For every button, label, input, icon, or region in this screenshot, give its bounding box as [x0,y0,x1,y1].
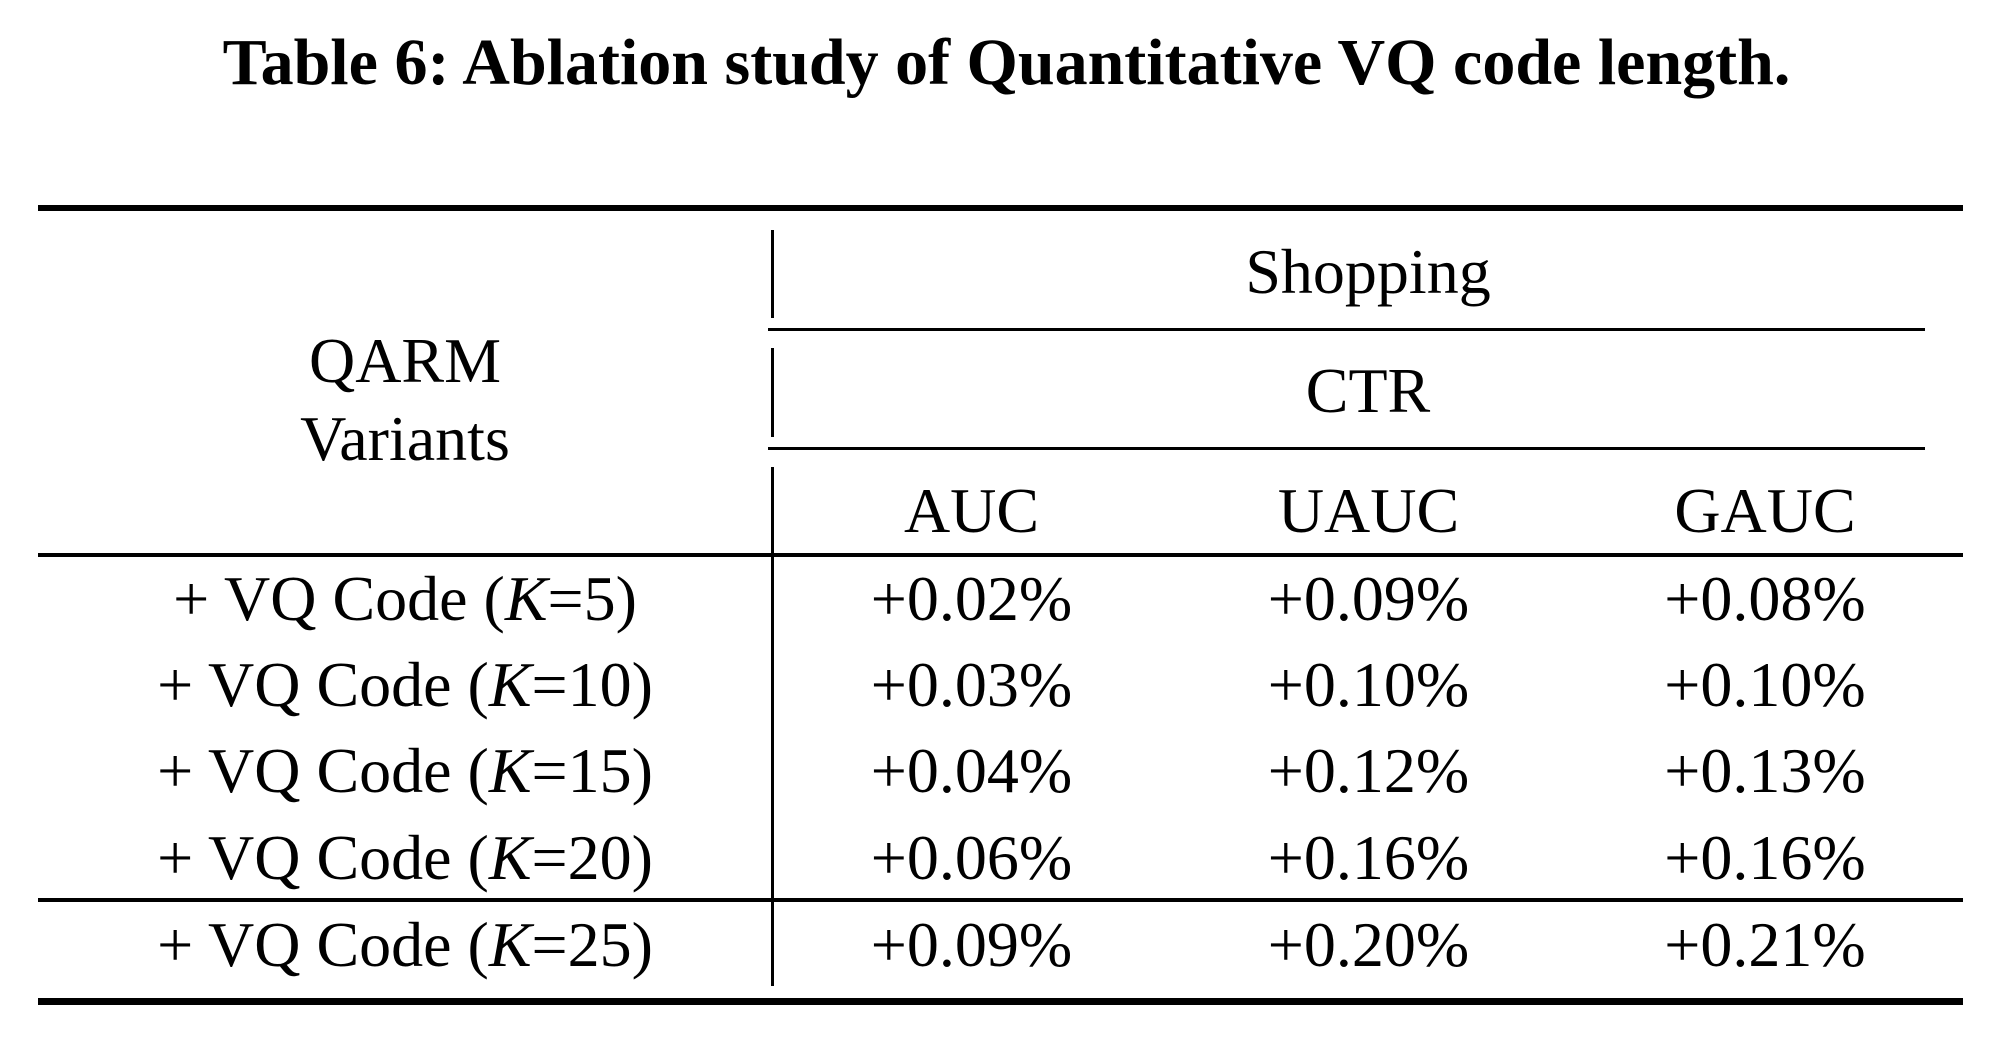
group-header-shopping: Shopping [1245,236,1491,307]
cell-gauc: +0.10% [1664,649,1866,720]
row-label: + VQ Code (K=20) [38,815,772,901]
row-label-k: K [488,909,532,980]
table-caption: Table 6: Ablation study of Quantitative … [222,26,1791,99]
row-label-prefix: + VQ Code ( [157,735,489,806]
rule-under-ctr [768,447,1925,450]
row-label: + VQ Code (K=5) [38,556,772,642]
row-label-prefix: + VQ Code ( [157,909,489,980]
cell-auc: +0.04% [870,735,1073,806]
row-label-prefix: + VQ Code ( [173,563,505,634]
row-label: + VQ Code (K=25) [38,902,772,988]
column-header-uauc: UAUC [1277,475,1460,546]
vertical-divider-segment-3 [771,467,774,553]
cell-uauc: +0.09% [1267,563,1470,634]
row-label-k: K [488,649,532,720]
rule-bottom [38,998,1963,1005]
cell-gauc: +0.21% [1664,909,1866,980]
cell-uauc: +0.20% [1267,909,1470,980]
rule-under-shopping [768,328,1925,331]
row-label-prefix: + VQ Code ( [157,649,489,720]
vertical-divider-segment-2 [771,348,774,437]
vertical-divider-segment-4 [771,557,774,986]
row-label-k: K [504,563,548,634]
row-label-suffix: =5) [547,563,637,634]
vertical-divider-segment-1 [771,230,774,318]
row-header-line2: Variants [300,403,510,474]
row-label: + VQ Code (K=10) [38,642,772,728]
row-label-suffix: =20) [531,822,653,893]
row-label-prefix: + VQ Code ( [157,822,489,893]
cell-auc: +0.06% [870,822,1073,893]
row-label-k: K [488,822,532,893]
cell-gauc: +0.16% [1664,822,1866,893]
cell-auc: +0.09% [870,909,1073,980]
cell-gauc: +0.08% [1664,563,1866,634]
rule-under-header [38,553,1963,557]
rule-top [38,205,1963,211]
cell-auc: +0.03% [870,649,1073,720]
subgroup-header-ctr: CTR [1305,355,1431,426]
cell-uauc: +0.16% [1267,822,1470,893]
row-label-suffix: =15) [531,735,653,806]
row-label: + VQ Code (K=15) [38,728,772,814]
column-header-auc: AUC [903,475,1040,546]
row-label-suffix: =25) [531,909,653,980]
row-header-qarm-variants: QARM Variants [38,322,772,478]
cell-gauc: +0.13% [1664,735,1866,806]
row-label-k: K [488,735,532,806]
column-header-gauc: GAUC [1674,475,1856,546]
rule-above-last-row [38,898,1963,902]
row-header-line1: QARM [308,325,502,396]
row-label-suffix: =10) [531,649,653,720]
cell-uauc: +0.12% [1267,735,1470,806]
cell-uauc: +0.10% [1267,649,1470,720]
cell-auc: +0.02% [870,563,1073,634]
